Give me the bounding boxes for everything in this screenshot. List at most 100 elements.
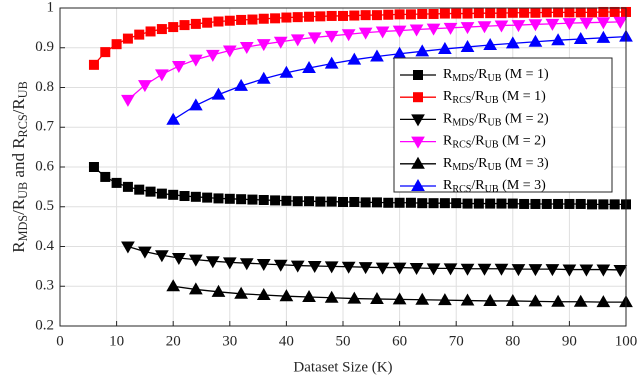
y-tick-label: 0.9 [35,39,54,55]
marker [304,11,315,22]
marker [122,181,133,192]
marker [439,198,450,209]
marker [383,197,394,208]
marker [505,293,520,306]
marker [496,198,507,209]
marker [360,10,371,21]
marker [256,71,271,84]
marker [302,61,316,74]
marker [270,13,281,24]
marker [156,24,167,35]
marker [155,250,169,263]
marker [155,69,169,82]
marker [292,196,303,207]
marker [256,39,271,52]
marker [405,9,416,20]
marker [156,188,167,199]
marker [213,16,224,27]
marker [564,198,575,209]
marker [553,7,564,18]
marker [111,39,122,50]
legend-label: RRCS/RUB (M = 2) [443,134,546,151]
marker [326,196,337,207]
marker [279,289,294,302]
legend-label: RMDS/RUB (M = 3) [443,156,549,173]
marker [409,24,424,37]
marker [279,65,294,78]
marker [258,13,269,24]
marker [121,241,135,254]
marker [460,39,475,52]
marker [166,112,181,125]
marker [324,261,339,274]
marker [224,15,235,26]
marker [383,9,394,20]
marker [188,54,203,67]
marker [273,36,288,49]
marker [166,279,181,292]
marker [281,12,292,23]
marker [281,195,292,206]
marker [575,198,586,209]
marker [168,189,179,200]
marker [451,198,462,209]
y-tick-label: 1 [47,0,55,15]
marker [111,177,122,188]
marker [88,59,99,70]
marker [598,6,609,17]
marker [438,293,452,306]
marker [528,264,543,277]
marker [134,29,145,40]
marker [236,194,247,205]
marker [545,264,560,277]
marker [247,194,258,205]
marker [347,291,362,304]
marker [613,264,628,277]
marker [138,80,152,93]
x-tick-label: 100 [615,333,638,349]
marker [439,8,450,19]
marker [443,263,458,276]
marker [234,286,248,299]
marker [307,32,322,45]
marker [375,262,390,275]
marker [188,254,203,267]
marker [426,263,441,276]
marker [290,34,305,47]
marker [307,260,322,273]
marker [338,10,348,21]
marker [511,20,526,33]
marker [528,34,543,47]
marker [171,61,186,74]
marker [256,258,271,271]
x-tick-label: 30 [222,333,237,349]
marker [247,14,258,25]
marker [302,289,316,302]
marker [405,197,416,208]
marker [477,263,492,276]
marker [553,198,564,209]
x-tick-label: 70 [449,333,464,349]
y-tick-label: 0.3 [35,278,54,294]
y-axis-label: RMDS/RUB and RRCS/RUB [9,81,30,253]
marker [530,7,541,18]
x-tick-label: 50 [336,333,351,349]
legend: RMDS/RUB (M = 1) RRCS/RUB (M = 1) RMDS/RUB… [393,57,613,195]
marker [587,199,598,210]
marker [239,41,254,54]
marker [121,94,135,107]
marker [596,295,611,308]
marker [426,23,441,36]
marker [211,87,226,100]
marker [473,198,484,209]
marker [409,262,424,275]
marker [239,258,254,271]
marker [258,194,269,205]
marker [358,27,373,40]
marker [349,196,360,207]
marker [273,259,288,272]
marker [371,197,382,208]
marker [370,49,384,62]
marker [494,20,509,33]
